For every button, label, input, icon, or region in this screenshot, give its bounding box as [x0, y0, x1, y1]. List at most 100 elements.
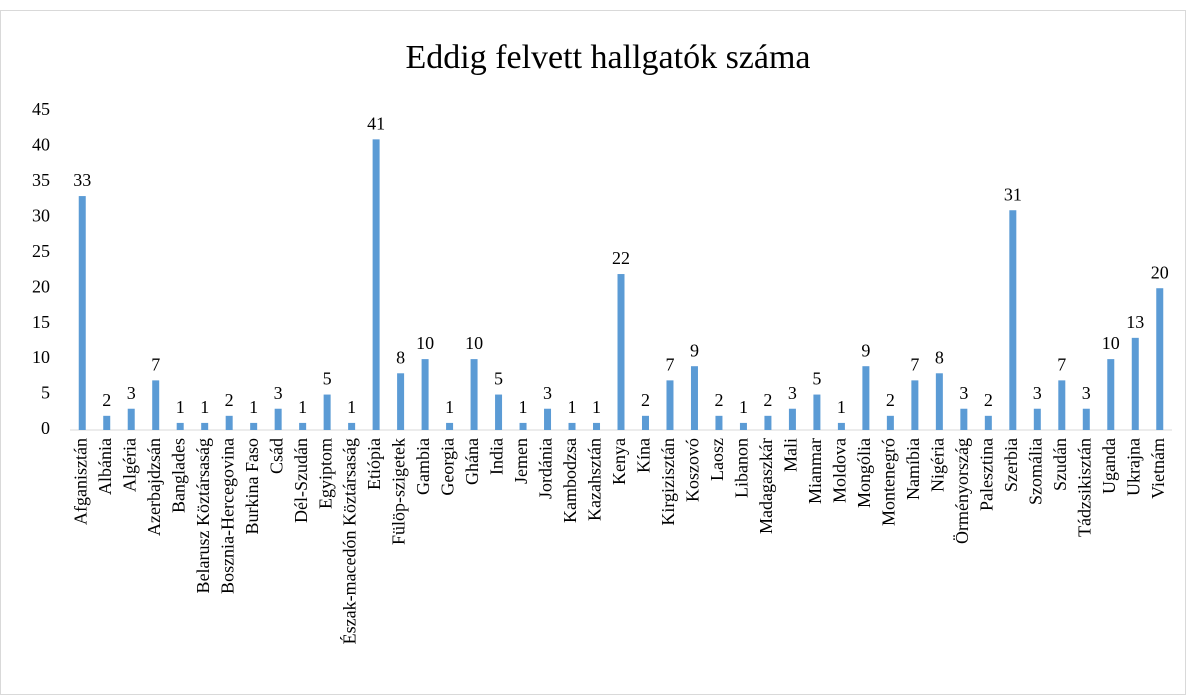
bar [544, 408, 552, 430]
data-label: 31 [1004, 184, 1022, 204]
data-label: 8 [935, 347, 944, 367]
data-label: 1 [837, 397, 846, 417]
data-label: 3 [1082, 383, 1091, 403]
x-tick-label: Georgia [438, 438, 458, 496]
y-tick-label: 25 [32, 241, 50, 261]
bar [788, 408, 796, 430]
data-label: 1 [739, 397, 748, 417]
bar [127, 408, 135, 430]
bar [519, 422, 527, 430]
x-tick-label: Gambia [413, 438, 433, 495]
data-label: 22 [612, 248, 630, 268]
data-label: 41 [367, 113, 385, 133]
bar [739, 422, 747, 430]
y-tick-label: 20 [32, 276, 50, 296]
data-label: 1 [568, 397, 577, 417]
bar [372, 139, 380, 430]
data-label: 8 [396, 347, 405, 367]
chart-border [0, 10, 1186, 695]
y-tick-label: 5 [41, 383, 50, 403]
data-label: 1 [249, 397, 258, 417]
data-label: 13 [1126, 312, 1144, 332]
x-tick-label: Szudán [1050, 438, 1070, 491]
x-tick-label: Banglades [168, 438, 188, 513]
data-label: 1 [519, 397, 528, 417]
bar [1131, 337, 1139, 430]
data-label: 1 [347, 397, 356, 417]
x-tick-label: Moldova [830, 438, 850, 503]
data-label: 2 [102, 390, 111, 410]
data-label: 3 [788, 383, 797, 403]
x-tick-label: Jemen [511, 438, 531, 484]
data-label: 33 [73, 170, 91, 190]
data-label: 7 [665, 355, 674, 375]
data-label: 3 [543, 383, 552, 403]
data-label: 5 [494, 369, 503, 389]
y-tick-label: 15 [32, 312, 50, 332]
bar [421, 359, 429, 430]
bar [225, 415, 233, 430]
bar [201, 422, 209, 430]
y-tick-label: 30 [32, 205, 50, 225]
bar [323, 394, 331, 430]
data-label: 3 [959, 383, 968, 403]
data-label: 5 [323, 369, 332, 389]
x-tick-label: Belarusz Köztársaság [193, 438, 213, 593]
x-tick-label: Észak-macedón Köztársaság [339, 438, 360, 644]
bar [1082, 408, 1090, 430]
bar [78, 196, 86, 430]
data-label: 2 [225, 390, 234, 410]
bar [715, 415, 723, 430]
bar [837, 422, 845, 430]
data-label: 20 [1151, 262, 1169, 282]
data-label: 1 [445, 397, 454, 417]
bar [1033, 408, 1041, 430]
x-tick-label: Kína [634, 438, 654, 473]
x-tick-label: Albánia [95, 438, 115, 495]
x-tick-label: Montenegró [879, 438, 899, 526]
x-tick-label: Nigéria [927, 438, 947, 492]
chart-title: Eddig felvett hallgatók száma [405, 39, 810, 76]
bar [1058, 380, 1066, 430]
x-tick-label: Etiópia [364, 438, 384, 490]
x-tick-label: Kenya [609, 438, 629, 485]
x-tick-label: Libanon [732, 438, 752, 498]
x-tick-label: Mianmar [805, 438, 825, 504]
bar [176, 422, 184, 430]
x-tick-label: Algéria [119, 438, 139, 492]
bar [495, 394, 503, 430]
x-tick-label: Koszovó [683, 438, 703, 502]
x-tick-label: Csád [266, 438, 286, 474]
data-label: 7 [1057, 355, 1066, 375]
x-tick-label: Kirgizisztán [658, 438, 678, 526]
bar [348, 422, 356, 430]
data-label: 3 [127, 383, 136, 403]
bar [568, 422, 576, 430]
y-tick-label: 0 [41, 418, 50, 438]
data-label: 2 [763, 390, 772, 410]
x-tick-label: Kambodzsa [560, 438, 580, 523]
data-label: 3 [274, 383, 283, 403]
x-tick-label: Dél-Szudán [291, 438, 311, 523]
bar [690, 366, 698, 430]
x-tick-label: Fülöp-szigetek [389, 438, 409, 545]
x-tick-label: Kazahsztán [585, 438, 605, 521]
data-label: 10 [465, 333, 483, 353]
bar [103, 415, 111, 430]
x-tick-label: Vietnám [1148, 438, 1168, 499]
x-tick-label: Palesztina [976, 438, 996, 511]
x-tick-label: Szomália [1025, 438, 1045, 505]
bar [911, 380, 919, 430]
y-tick-label: 35 [32, 170, 50, 190]
bar [641, 415, 649, 430]
x-tick-label: Laosz [707, 438, 727, 481]
x-tick-label: Burkina Faso [242, 438, 262, 535]
data-label: 1 [592, 397, 601, 417]
bar [764, 415, 772, 430]
data-label: 2 [714, 390, 723, 410]
x-tick-label: Mongólia [854, 438, 874, 508]
bar [984, 415, 992, 430]
data-label: 1 [298, 397, 307, 417]
x-tick-label: Uganda [1099, 438, 1119, 494]
bar [666, 380, 674, 430]
